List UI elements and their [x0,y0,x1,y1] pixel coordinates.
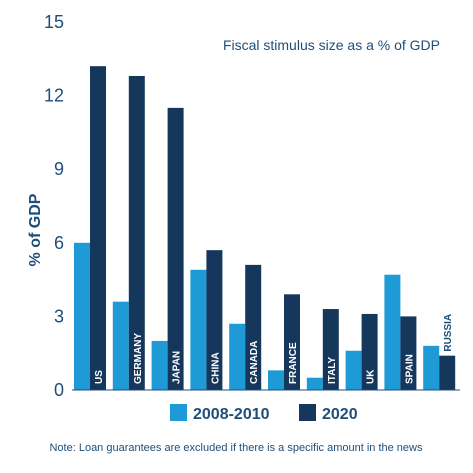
bar-canada-2008-2010 [229,323,246,390]
category-label-us: US [94,370,105,384]
chart-note: Note: Loan guarantees are excluded if th… [49,442,423,454]
category-label-germany: GERMANY [133,333,144,384]
bar-spain-2020 [400,316,417,390]
category-label-russia: RUSSIA [443,314,454,352]
category-label-canada: CANADA [249,341,260,384]
legend-label-2008-2010: 2008-2010 [193,406,270,423]
y-axis-label: % of GDP [27,193,44,266]
bar-italy-2020 [322,309,339,390]
category-label-france: FRANCE [288,342,299,384]
bar-japan-2008-2010 [151,340,168,390]
legend: 2008-2010 2020 [170,404,358,423]
y-tick-label: 3 [54,306,64,326]
category-label-uk: UK [366,369,377,384]
y-tick-label: 12 [44,86,64,106]
chart-subtitle: Fiscal stimulus size as a % of GDP [223,37,440,53]
legend-swatch-2008-2010 [170,404,187,421]
bar-france-2008-2010 [268,370,284,390]
bar-uk-2008-2010 [345,350,362,390]
bar-russia-2008-2010 [423,345,440,390]
bar-china-2020 [206,250,223,390]
y-axis-ticks: 0 3 6 9 12 15 [44,12,64,400]
bar-china-2008-2010 [190,269,207,390]
y-tick-label: 9 [54,159,64,179]
y-tick-label: 0 [54,380,64,400]
bar-germany-2008-2010 [112,301,129,390]
bar-us-2008-2010 [74,242,90,390]
bar-canada-2020 [245,264,262,390]
bar-france-2020 [284,294,300,390]
bar-spain-2008-2010 [384,274,401,390]
category-label-italy: ITALY [327,356,338,384]
category-label-japan: JAPAN [172,351,183,384]
y-tick-label: 15 [44,12,64,32]
bar-russia-2020 [439,355,456,390]
category-label-spain: SPAIN [404,354,415,384]
bar-italy-2008-2010 [306,377,323,390]
legend-label-2020: 2020 [322,406,358,423]
bar-germany-2020 [128,75,145,391]
bar-uk-2020 [361,313,378,390]
bar-japan-2020 [167,107,184,390]
bar-us-2020 [90,66,106,390]
bars-group: US GERMANY JAPAN CHINA CANADA FRANCE ITALY UK SP… [74,66,456,391]
y-tick-label: 6 [54,233,64,253]
legend-swatch-2020 [299,404,316,421]
category-label-china: CHINA [210,352,221,384]
